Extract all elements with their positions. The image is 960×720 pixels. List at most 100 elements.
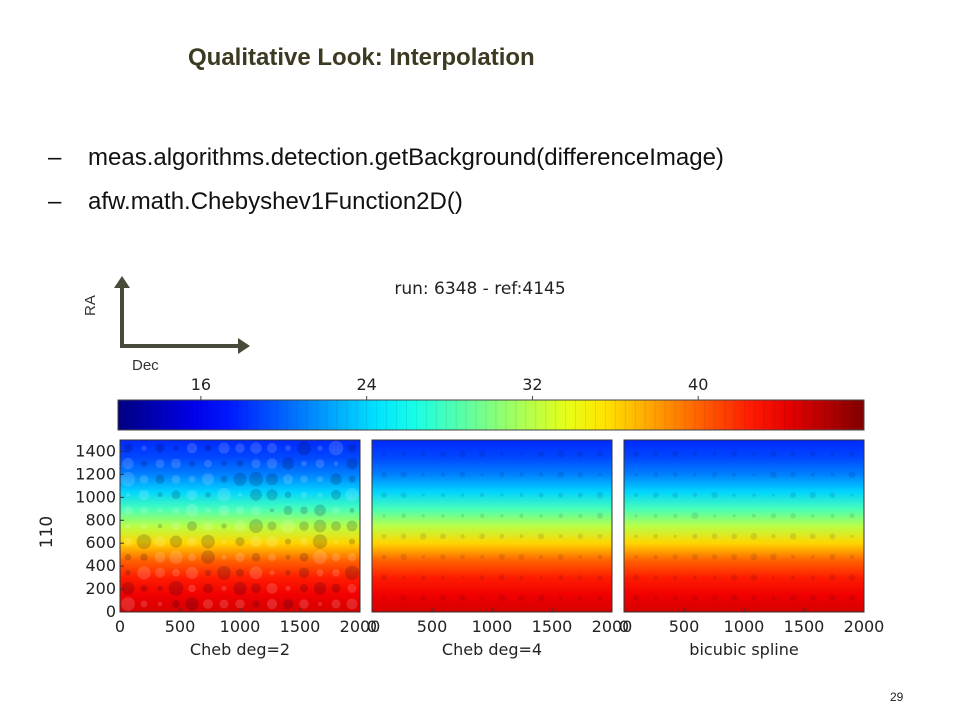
residual-dot <box>732 514 736 518</box>
residual-dot <box>332 569 340 577</box>
panel-label: Cheb deg=4 <box>442 640 542 659</box>
residual-dot <box>217 565 231 580</box>
y-tick-label: 1200 <box>75 464 116 483</box>
residual-dot <box>185 566 199 579</box>
residual-dot <box>401 451 406 457</box>
residual-dot <box>300 475 308 483</box>
residual-dot <box>634 493 638 498</box>
x-tick-label: 1500 <box>280 617 321 636</box>
y-axis-label: 110 <box>37 516 57 548</box>
heatmap-panel: 0 500 1000 1500 2000 Cheb deg=2 <box>115 439 381 659</box>
residual-dot <box>692 492 698 498</box>
residual-dot <box>285 585 291 591</box>
residual-dot <box>347 583 357 593</box>
y-tick-label: 0 <box>106 602 116 621</box>
x-tick-label: 500 <box>669 617 700 636</box>
residual-dot <box>597 554 603 560</box>
residual-dot <box>284 538 292 545</box>
residual-dot <box>421 514 425 518</box>
residual-dot <box>285 570 291 576</box>
residual-dot <box>317 601 323 607</box>
residual-dot <box>169 535 183 548</box>
residual-dot <box>653 472 659 477</box>
residual-dot <box>537 450 545 458</box>
residual-dot <box>479 575 485 580</box>
residual-dot <box>250 488 262 501</box>
residual-dot <box>187 521 197 531</box>
residual-dot <box>221 539 227 544</box>
x-tick-label: 2000 <box>340 617 381 636</box>
residual-dot <box>381 492 387 499</box>
residual-dot <box>233 472 247 486</box>
residual-dot <box>731 533 738 540</box>
residual-dot <box>157 523 163 529</box>
residual-dot <box>157 601 163 607</box>
y-axis: 0 200 400 600 800 1000 1200 1400 <box>75 441 124 621</box>
residual-dot <box>313 519 327 533</box>
residual-dot <box>171 490 181 500</box>
residual-dot <box>401 513 406 518</box>
y-tick-label: 1400 <box>75 441 116 460</box>
residual-dot <box>848 471 856 478</box>
residual-dot <box>539 514 543 518</box>
residual-dot <box>171 521 181 531</box>
residual-dot <box>790 471 796 478</box>
residual-dot <box>172 568 180 577</box>
residual-dot <box>829 574 836 581</box>
dec-arrow-head <box>238 338 250 354</box>
residual-dot <box>499 452 504 456</box>
residual-dot <box>421 473 425 477</box>
residual-dot <box>810 575 815 580</box>
residual-dot <box>281 457 295 470</box>
residual-dot <box>752 473 756 477</box>
panel-label: bicubic spline <box>689 640 798 659</box>
residual-dot <box>235 599 245 609</box>
bullet-list: – meas.algorithms.detection.getBackgroun… <box>48 136 724 224</box>
residual-dot <box>402 575 406 580</box>
residual-dot <box>235 552 245 562</box>
residual-dot <box>121 582 135 595</box>
residual-dot <box>155 459 165 469</box>
x-tick-label: 0 <box>619 617 629 636</box>
residual-dot <box>557 553 564 560</box>
residual-dot <box>124 553 132 561</box>
residual-dot <box>652 492 659 499</box>
residual-dot <box>672 554 678 560</box>
residual-dot <box>185 504 199 517</box>
residual-dot <box>420 595 426 601</box>
residual-dot <box>346 520 358 532</box>
bullet-marker: – <box>48 144 62 171</box>
residual-dot <box>750 532 758 540</box>
colorbar: 16 24 32 40 <box>117 375 865 431</box>
residual-dot <box>221 523 227 529</box>
residual-dot <box>380 574 388 581</box>
residual-dot <box>732 493 736 497</box>
residual-dot <box>296 440 312 456</box>
residual-dot <box>440 533 446 540</box>
residual-dot <box>810 472 815 477</box>
residual-dot <box>157 585 163 592</box>
residual-dot <box>401 533 407 539</box>
residual-dot <box>500 513 504 518</box>
x-tick-label: 1000 <box>724 617 765 636</box>
residual-dot <box>672 575 678 580</box>
residual-dot <box>653 533 659 539</box>
residual-dot <box>653 596 658 600</box>
heatmap-panel: 0 500 1000 1500 2000 Cheb deg=4 <box>367 439 632 659</box>
residual-dot <box>672 450 679 458</box>
residual-dot <box>204 459 212 468</box>
residual-dot <box>347 553 357 562</box>
residual-dot <box>519 472 524 477</box>
residual-dot <box>692 595 698 601</box>
residual-dot <box>713 514 717 518</box>
residual-dot <box>301 491 307 498</box>
residual-dot <box>712 575 717 580</box>
residual-dot <box>284 491 292 499</box>
residual-dot <box>188 584 196 593</box>
residual-dot <box>312 534 328 549</box>
residual-dot <box>333 539 339 544</box>
colorbar-tick-label: 24 <box>356 375 376 394</box>
residual-dot <box>249 519 263 533</box>
residual-dot <box>169 550 183 564</box>
residual-dot <box>848 573 856 581</box>
